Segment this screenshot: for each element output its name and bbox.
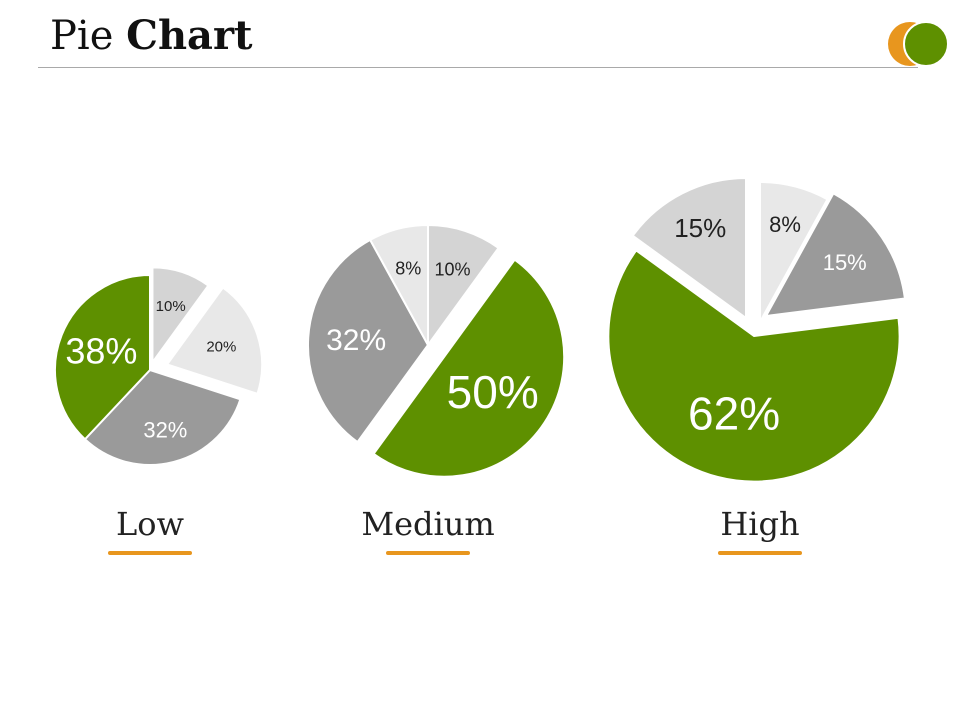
pie-1-slice-3-label: 8%: [395, 258, 421, 278]
pie-2-slice-3: [631, 176, 747, 320]
pie-2-slice-2: [607, 249, 901, 483]
pie-2-slice-1: [764, 191, 907, 318]
pie-0-slice-3-label: 38%: [65, 330, 137, 371]
pie-underline-low: [108, 551, 192, 555]
pie-label-low: Low: [116, 505, 184, 543]
pie-1-slice-1-label: 50%: [447, 366, 539, 418]
pie-0-slice-0-label: 10%: [156, 298, 186, 315]
pie-1-slice-0: [427, 223, 500, 349]
pie-1-slice-3: [368, 223, 429, 346]
logo-green-circle: [903, 21, 949, 67]
pie-0-slice-0: [151, 266, 210, 366]
pie-0-slice-3: [54, 273, 151, 441]
pie-0-slice-2: [83, 368, 242, 466]
header-divider: [38, 67, 918, 68]
pie-0-slice-1: [165, 286, 264, 396]
pie-0-slice-1-label: 20%: [206, 338, 236, 355]
overlapping-circles-logo-icon: [888, 21, 949, 67]
pie-2-slice-2-label: 62%: [688, 388, 780, 440]
pie-1-slice-2: [307, 238, 430, 444]
page-title: Pie Chart: [50, 10, 253, 62]
pie-1-slice-1: [372, 258, 566, 478]
pie-2-slice-3-label: 15%: [674, 213, 726, 243]
pie-label-medium: Medium: [361, 505, 495, 543]
pie-1-slice-2-label: 32%: [326, 324, 386, 357]
pie-0-slice-2-label: 32%: [143, 417, 187, 442]
pie-1-slice-0-label: 10%: [434, 260, 470, 280]
pie-underline-medium: [386, 551, 470, 555]
pie-2-slice-0-label: 8%: [769, 212, 801, 237]
title-light: Pie: [50, 13, 114, 59]
title-bold: Chart: [126, 12, 253, 59]
pie-2-slice-1-label: 15%: [823, 250, 867, 275]
pie-underline-high: [718, 551, 802, 555]
pie-label-high: High: [720, 505, 800, 543]
pie-2-slice-0: [759, 180, 829, 323]
